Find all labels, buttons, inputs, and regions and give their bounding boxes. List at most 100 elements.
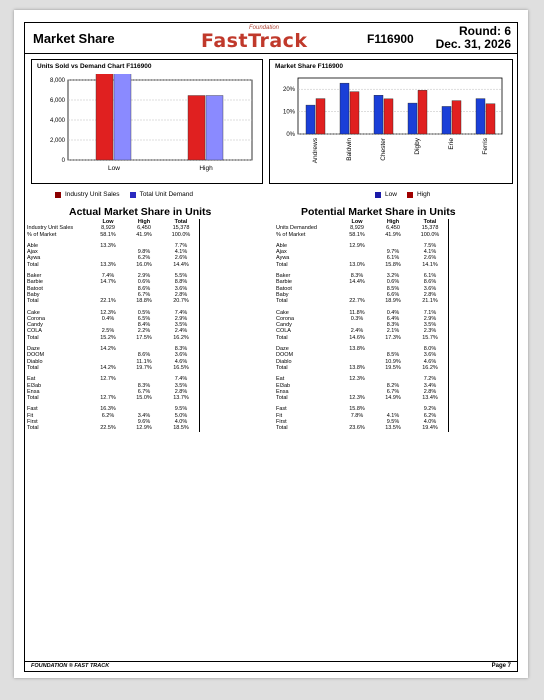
cell-high: 8.5% <box>386 285 400 292</box>
legend-swatch-sales <box>55 191 61 198</box>
cell-high: 9.6% <box>137 419 151 426</box>
table-row: DOOM 8.6% 3.6% <box>27 352 200 359</box>
share-chart: 20% 10% 0% Andrews Baldwin Chester Digby Erie Fe… <box>283 77 503 163</box>
y-tick-label: 20% <box>283 87 296 93</box>
row-label: Total <box>27 261 39 268</box>
row-label: Total <box>27 425 39 432</box>
cell-low: 7.8% <box>350 412 364 419</box>
table-row: Total 13.3% 16.0% 14.4% <box>27 261 200 269</box>
cell-total: 7.5% <box>412 242 449 250</box>
group-spacer-edge <box>163 304 200 310</box>
summary-row: Units Demanded 8,929 6,450 15,378 <box>276 225 449 232</box>
cell-total: 2.6% <box>412 255 449 262</box>
actual-share-title: Actual Market Share in Units <box>69 206 212 218</box>
table-row: Able 12.9% 7.5% <box>276 242 449 250</box>
table-row: DOOM 8.5% 3.6% <box>276 352 449 359</box>
cell-total: 4.0% <box>412 419 449 426</box>
cell-total: 14.4% <box>163 261 200 269</box>
legend-label-high: High <box>416 191 431 198</box>
row-label: Fit <box>276 412 283 419</box>
cell-high: 9.5% <box>386 419 400 426</box>
cell-low: 23.6% <box>349 425 365 432</box>
table-row: Eat 12.3% 7.2% <box>276 376 449 383</box>
bar-low-share <box>475 98 486 135</box>
cell-high: 15.0% <box>136 395 152 402</box>
summary-row: % of Market 58.1% 41.9% 100.0% <box>27 231 200 238</box>
x-category-label: High <box>199 165 213 172</box>
table-row: Able 13.3% 7.7% <box>27 242 200 250</box>
bar-low-share <box>373 95 384 135</box>
y-tick-label: 0% <box>286 132 295 138</box>
table-row: Ensa 6.7% 2.8% <box>27 388 200 396</box>
round-number: Round: 6 <box>459 24 511 38</box>
cell-high: 41.9% <box>385 231 401 238</box>
fasttrack-logo: Foundation FastTrack <box>201 25 329 52</box>
page-title: Market Share <box>33 31 115 46</box>
cell-total: 4.6% <box>412 358 449 365</box>
cell-total: 8.3% <box>163 346 200 353</box>
round-date: Dec. 31, 2026 <box>435 37 511 51</box>
row-label: Diablo <box>27 358 43 365</box>
table-row: Ajax 9.7% 4.1% <box>276 249 449 256</box>
y-tick-label: 6,000 <box>50 98 66 104</box>
column-header-low: Low <box>351 219 363 225</box>
row-label: First <box>27 419 38 426</box>
table-row: El3ab 8.3% 3.5% <box>27 382 200 389</box>
row-label: Batoot <box>276 285 292 292</box>
row-label: El3ab <box>276 382 291 389</box>
row-label: First <box>276 419 287 426</box>
cell-high: 6.4% <box>386 315 400 322</box>
row-label: Daze <box>276 346 289 353</box>
cell-total: 100.0% <box>412 231 449 238</box>
table-row: Baker 7.4% 2.9% 5.5% <box>27 273 200 280</box>
cell-total: 21.1% <box>412 298 449 305</box>
legend-swatch-low <box>375 191 381 198</box>
table-row: Total 14.2% 19.7% 16.5% <box>27 364 200 372</box>
cell-high: 6.7% <box>386 388 400 395</box>
table-row: Barbie 14.7% 0.6% 8.8% <box>27 279 200 286</box>
table-row: First 9.5% 4.0% <box>276 419 449 426</box>
cell-low: 0.4% <box>101 315 115 322</box>
x-product-label: Chester <box>380 137 387 161</box>
page-number: Page 7 <box>491 663 511 669</box>
group-spacer-edge <box>163 401 200 407</box>
cell-total: 20.7% <box>163 298 200 305</box>
bar-high-share <box>315 98 326 135</box>
cell-low: 14.2% <box>100 364 116 371</box>
row-label: Total <box>27 298 39 305</box>
table-row: Ajax 9.8% 4.1% <box>27 249 200 256</box>
cell-total: 18.5% <box>163 425 200 432</box>
row-label: Baker <box>276 273 291 280</box>
share-legend: Low High <box>375 191 430 198</box>
cell-low: 13.8% <box>349 346 365 353</box>
cell-total: 16.5% <box>163 364 200 372</box>
table-row: Total 13.0% 15.8% 14.1% <box>276 261 449 269</box>
row-label: Total <box>27 364 39 371</box>
bar-low-share <box>441 106 452 135</box>
cell-total: 2.8% <box>163 388 200 396</box>
cell-total: 8.0% <box>412 346 449 353</box>
row-label: Total <box>276 261 288 268</box>
cell-high: 11.1% <box>136 358 152 365</box>
bar-low-share <box>407 102 418 135</box>
cell-low: 8,929 <box>101 225 115 232</box>
cell-high: 6.1% <box>386 255 400 262</box>
cell-high: 8.6% <box>137 285 151 292</box>
row-label: Total <box>276 364 288 371</box>
cell-total: 2.3% <box>412 328 449 335</box>
table-row: Total 13.8% 19.5% 16.2% <box>276 364 449 372</box>
table-row: Batoot 8.5% 3.6% <box>276 285 449 292</box>
units-chart-box: Units Sold vs Demand Chart F116900 8,000… <box>31 59 263 184</box>
cell-high: 9.7% <box>386 249 400 256</box>
row-label: Baker <box>27 273 42 280</box>
units-chart-title: Units Sold vs Demand Chart F116900 <box>37 63 152 70</box>
row-label: Aywa <box>276 255 290 262</box>
cell-total: 9.5% <box>163 406 200 413</box>
bar-high-share <box>349 91 360 135</box>
table-row: Corona 0.4% 6.5% 2.9% <box>27 315 200 323</box>
column-header-high: High <box>137 219 151 225</box>
actual-share-table: Low High Total Industry Unit Sales 8,929 6,45… <box>27 219 200 432</box>
cell-high: 0.6% <box>137 279 151 286</box>
table-row: Total 22.5% 12.9% 18.5% <box>27 425 200 432</box>
row-label: Corona <box>276 315 295 322</box>
